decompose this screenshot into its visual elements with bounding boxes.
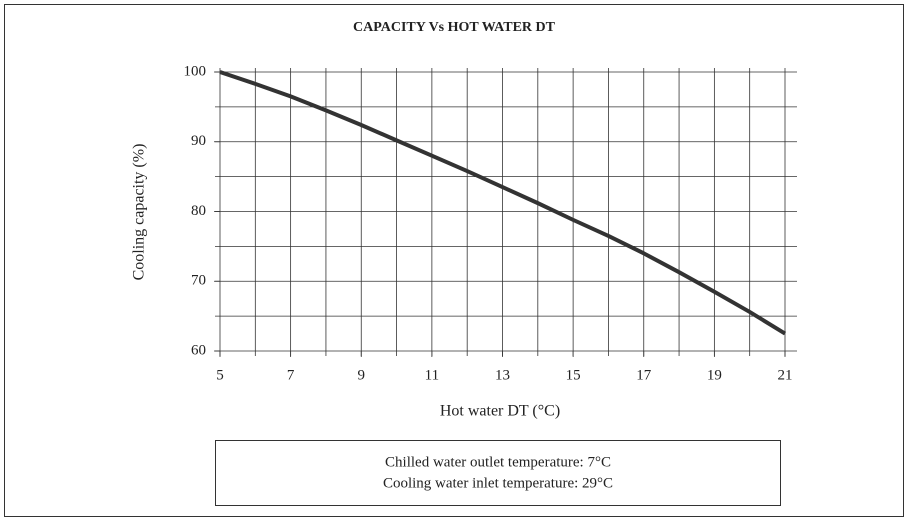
note-box xyxy=(215,440,781,506)
y-tick-label: 60 xyxy=(191,342,206,358)
x-tick-label: 19 xyxy=(707,367,722,383)
x-tick-label: 13 xyxy=(495,367,510,383)
y-tick-label: 90 xyxy=(191,133,206,149)
line-series xyxy=(219,70,787,336)
x-tick-label: 9 xyxy=(358,367,366,383)
chart-title: CAPACITY Vs HOT WATER DT xyxy=(353,20,556,35)
note: Cooling water inlet temperature: 29°C xyxy=(383,475,613,491)
y-axis-label: Cooling capacity (%) xyxy=(131,144,148,281)
x-tick-label: 21 xyxy=(778,367,793,383)
x-axis-label: Hot water DT (°C) xyxy=(440,403,560,420)
x-tick-label: 11 xyxy=(425,367,439,383)
x-tick-label: 5 xyxy=(216,367,224,383)
y-tick-label: 80 xyxy=(191,203,206,219)
x-tick-label: 17 xyxy=(636,367,652,383)
y-tick-label: 100 xyxy=(184,63,207,79)
x-tick-label: 7 xyxy=(287,367,295,383)
x-tick-label: 15 xyxy=(566,367,581,383)
note: Chilled water outlet temperature: 7°C xyxy=(385,454,611,470)
outer-frame xyxy=(4,4,904,517)
y-tick-label: 70 xyxy=(191,273,206,289)
